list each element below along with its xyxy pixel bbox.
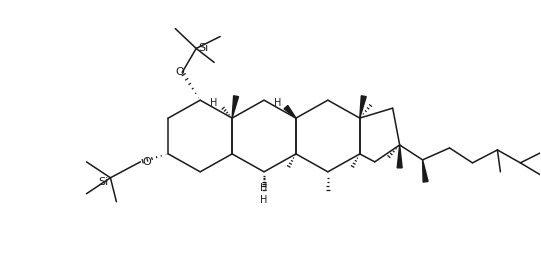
- Text: H: H: [210, 98, 218, 108]
- Text: H: H: [260, 183, 268, 193]
- Text: O: O: [142, 157, 151, 167]
- Text: H: H: [260, 195, 268, 205]
- Text: Si: Si: [198, 44, 208, 54]
- Text: Si: Si: [98, 177, 108, 187]
- Polygon shape: [232, 96, 239, 118]
- Text: O: O: [176, 67, 184, 77]
- Polygon shape: [423, 160, 428, 182]
- Polygon shape: [397, 145, 402, 168]
- Polygon shape: [360, 96, 366, 118]
- Text: H: H: [274, 98, 282, 108]
- Polygon shape: [284, 106, 296, 118]
